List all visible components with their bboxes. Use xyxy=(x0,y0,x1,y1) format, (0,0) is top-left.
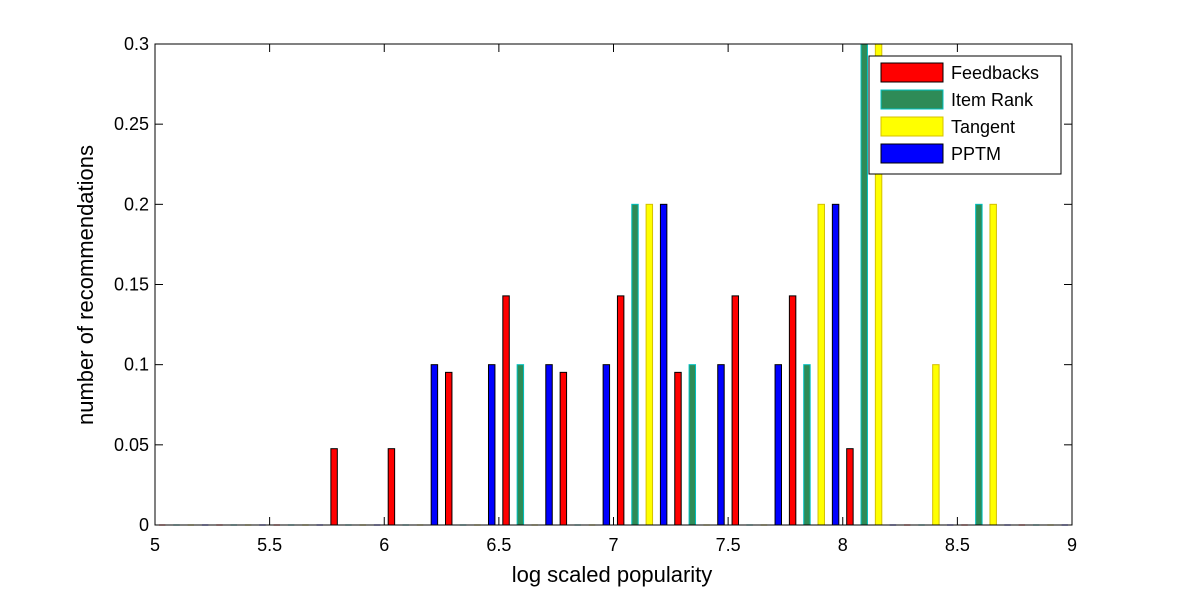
bar-tangent xyxy=(989,203,997,526)
bar-feedbacks xyxy=(502,295,510,526)
y-tick-label: 0.1 xyxy=(124,355,149,375)
bar-feedbacks xyxy=(445,371,453,526)
bar-item-rank xyxy=(688,364,697,526)
bar-item-rank xyxy=(860,43,868,526)
bar-feedbacks xyxy=(788,295,797,526)
x-axis-label: log scaled popularity xyxy=(512,562,713,587)
y-tick-label: 0.3 xyxy=(124,34,149,54)
bar-tangent xyxy=(932,364,940,526)
legend-label-feedbacks: Feedbacks xyxy=(951,63,1039,83)
x-tick-label: 6 xyxy=(379,535,389,555)
bar-item-rank xyxy=(516,364,525,526)
y-tick-label: 0.15 xyxy=(114,275,149,295)
x-tick-label: 6.5 xyxy=(486,535,511,555)
bar-feedbacks xyxy=(559,371,568,526)
legend-swatch-item-rank xyxy=(880,89,944,110)
x-tick-label: 5 xyxy=(150,535,160,555)
y-tick-label: 0.2 xyxy=(124,194,149,214)
bar-pptm xyxy=(545,364,553,526)
x-tick-label: 8 xyxy=(838,535,848,555)
ticks-group: 5 5.5 6 6.5 7 7.5 8 8.5 9 0 0.05 0.1 0.15 0.2 0.25 0.3 xyxy=(114,34,1077,555)
bar-tangent xyxy=(645,203,654,526)
bar-pptm xyxy=(774,364,782,526)
y-axis-label: number of recommendations xyxy=(73,145,98,425)
y-tick-label: 0 xyxy=(139,515,149,535)
bar-feedbacks xyxy=(616,295,625,526)
bar-item-rank xyxy=(803,364,811,526)
bar-feedbacks xyxy=(387,448,396,526)
bar-pptm xyxy=(659,203,668,526)
x-tick-label: 7.5 xyxy=(716,535,741,555)
bar-pptm xyxy=(717,364,725,526)
bar-pptm xyxy=(430,364,439,526)
x-tick-label: 7 xyxy=(608,535,618,555)
legend-swatch-pptm xyxy=(880,143,944,164)
legend-swatch-feedbacks xyxy=(880,62,944,83)
x-tick-label: 8.5 xyxy=(945,535,970,555)
legend-label-pptm: PPTM xyxy=(951,144,1001,164)
bar-feedbacks xyxy=(731,295,740,526)
bar-item-rank xyxy=(975,203,983,526)
legend-label-tangent: Tangent xyxy=(951,117,1015,137)
legend: Feedbacks Item Rank Tangent PPTM xyxy=(868,55,1062,175)
y-tick-label: 0.25 xyxy=(114,114,149,134)
bar-pptm xyxy=(487,364,496,526)
y-tick-label: 0.05 xyxy=(114,435,149,455)
bar-feedbacks xyxy=(846,448,854,526)
bar-tangent xyxy=(817,203,825,526)
x-tick-label: 5.5 xyxy=(257,535,282,555)
bar-feedbacks xyxy=(674,371,682,526)
legend-label-item-rank: Item Rank xyxy=(951,90,1034,110)
x-tick-label: 9 xyxy=(1067,535,1077,555)
legend-swatch-tangent xyxy=(880,116,944,137)
bar-pptm xyxy=(831,203,840,526)
bar-feedbacks xyxy=(330,448,338,526)
bar-item-rank xyxy=(631,203,639,526)
bar-pptm xyxy=(602,364,611,526)
